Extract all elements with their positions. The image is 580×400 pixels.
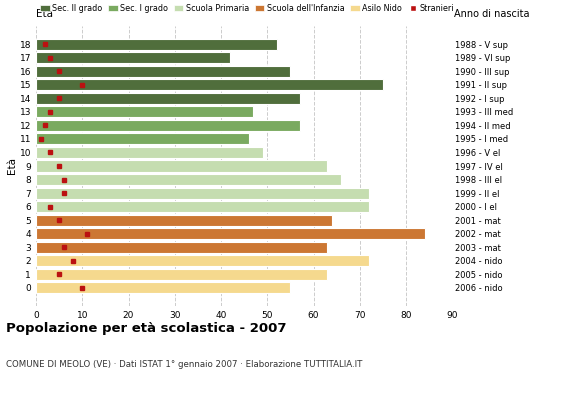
Bar bbox=[36, 147, 263, 158]
Text: Età: Età bbox=[36, 9, 53, 19]
Bar bbox=[36, 214, 332, 226]
Text: Popolazione per età scolastica - 2007: Popolazione per età scolastica - 2007 bbox=[6, 322, 287, 335]
Bar bbox=[36, 201, 369, 212]
Bar bbox=[36, 120, 300, 131]
Bar bbox=[36, 228, 425, 239]
Bar bbox=[36, 174, 342, 185]
Bar bbox=[36, 188, 369, 198]
Legend: Sec. II grado, Sec. I grado, Scuola Primaria, Scuola dell'Infanzia, Asilo Nido, : Sec. II grado, Sec. I grado, Scuola Prim… bbox=[40, 4, 454, 13]
Bar bbox=[36, 66, 291, 77]
Y-axis label: Età: Età bbox=[7, 158, 17, 174]
Bar bbox=[36, 134, 249, 144]
Bar bbox=[36, 282, 291, 293]
Bar bbox=[36, 160, 328, 172]
Bar bbox=[36, 242, 328, 253]
Bar bbox=[36, 255, 369, 266]
Bar bbox=[36, 52, 230, 63]
Bar bbox=[36, 93, 300, 104]
Bar bbox=[36, 39, 277, 50]
Bar bbox=[36, 269, 328, 280]
Bar bbox=[36, 106, 253, 118]
Text: Anno di nascita: Anno di nascita bbox=[454, 9, 529, 19]
Bar bbox=[36, 79, 383, 90]
Text: COMUNE DI MEOLO (VE) · Dati ISTAT 1° gennaio 2007 · Elaborazione TUTTITALIA.IT: COMUNE DI MEOLO (VE) · Dati ISTAT 1° gen… bbox=[6, 360, 362, 369]
